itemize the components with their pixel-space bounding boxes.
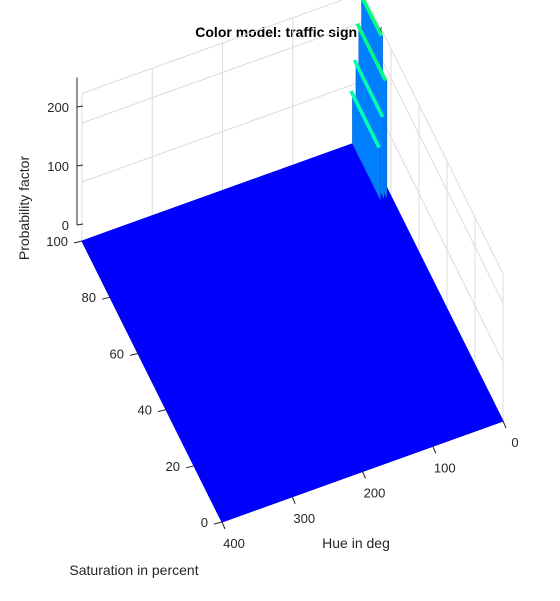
y-tick-mark bbox=[213, 521, 223, 525]
surface-peak-top bbox=[349, 90, 381, 149]
x-tick-label: 400 bbox=[223, 536, 245, 551]
x-tick-label: 0 bbox=[511, 435, 518, 450]
z-tick-mark bbox=[76, 223, 84, 226]
y-tick-label: 80 bbox=[82, 290, 96, 305]
y-axis-label: Saturation in percent bbox=[69, 562, 198, 578]
y-tick-mark bbox=[101, 296, 111, 300]
y-tick-label: 20 bbox=[166, 459, 180, 474]
x-tick-label: 300 bbox=[293, 511, 315, 526]
z-tick-label: 100 bbox=[47, 159, 69, 174]
y-tick-label: 100 bbox=[46, 234, 68, 249]
y-tick-label: 0 bbox=[201, 515, 208, 530]
grid-line bbox=[362, 21, 504, 304]
chart-title: Color model: traffic sign red bbox=[195, 24, 382, 40]
x-tick-mark bbox=[291, 496, 296, 504]
y-tick-mark bbox=[185, 465, 195, 469]
z-tick-mark bbox=[76, 105, 84, 108]
z-tick-label: 0 bbox=[62, 218, 69, 233]
y-tick-label: 60 bbox=[110, 346, 124, 361]
z-axis-label: Probability factor bbox=[16, 156, 32, 261]
z-tick-label: 200 bbox=[47, 100, 69, 115]
z-tick-mark bbox=[76, 164, 84, 167]
x-tick-label: 100 bbox=[434, 460, 456, 475]
x-tick-mark bbox=[502, 420, 507, 429]
grid-line bbox=[81, 80, 364, 183]
x-axis-label: Hue in deg bbox=[322, 535, 390, 551]
y-tick-mark bbox=[129, 352, 139, 356]
surface-peak-top bbox=[352, 59, 385, 118]
surface-peak-top bbox=[355, 23, 388, 82]
grid-line bbox=[81, 21, 364, 124]
surface-peak-top bbox=[361, 0, 384, 37]
x-tick-mark bbox=[221, 521, 226, 530]
y-tick-mark bbox=[157, 409, 167, 413]
x-tick-label: 200 bbox=[364, 486, 386, 501]
y-tick-label: 40 bbox=[138, 403, 152, 418]
x-tick-mark bbox=[432, 446, 437, 454]
y-tick-mark bbox=[73, 240, 83, 244]
grid-line bbox=[81, 0, 504, 274]
x-tick-mark bbox=[362, 471, 366, 479]
